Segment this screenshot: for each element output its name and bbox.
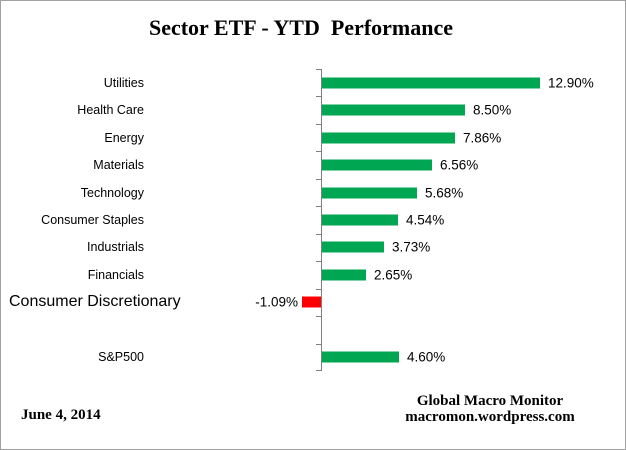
bar-zone: -1.09%: [146, 289, 625, 316]
value-label: 4.54%: [406, 212, 445, 228]
credit-block: Global Macro Monitor macromon.wordpress.…: [370, 393, 610, 425]
bar-zone: 8.50%: [146, 96, 625, 123]
bar-row-utilities: Utilities 12.90%: [1, 69, 625, 96]
chart-title: Sector ETF - YTD Performance: [148, 15, 454, 40]
category-label: Technology: [80, 185, 144, 200]
category-label: Industrials: [87, 240, 144, 255]
bar-row-industrials: Industrials 3.73%: [1, 234, 625, 261]
value-label: 6.56%: [440, 157, 479, 173]
axis-tick: [316, 234, 321, 235]
axis-tick: [316, 179, 321, 180]
axis-tick: [316, 124, 321, 125]
bar-row-financials: Financials 2.65%: [1, 261, 625, 288]
value-label: 2.65%: [374, 267, 413, 283]
axis-tick: [316, 289, 321, 290]
axis-tick: [316, 69, 321, 70]
bar-zone: 5.68%: [146, 179, 625, 206]
category-label: Energy: [104, 130, 144, 145]
bar-row-s-p500: S&P500 4.60%: [1, 344, 625, 371]
bar-zone: 7.86%: [146, 124, 625, 151]
bar-zone: 4.60%: [146, 344, 625, 371]
value-label: -1.09%: [255, 294, 298, 310]
bar-row-consumer-staples: Consumer Staples 4.54%: [1, 206, 625, 233]
category-axis-line: [321, 69, 322, 371]
axis-tick: [316, 96, 321, 97]
bar-zone: [146, 316, 625, 343]
bar-row-health-care: Health Care 8.50%: [1, 96, 625, 123]
positive-bar-technology: [321, 187, 417, 199]
plot-area: Utilities 12.90% Health Care 8.50% Energy 7.8…: [1, 69, 625, 371]
value-label: 3.73%: [392, 239, 431, 255]
credit-line-1: Global Macro Monitor: [416, 393, 564, 409]
axis-tick: [316, 261, 321, 262]
category-label: [1, 316, 146, 343]
axis-tick: [316, 370, 321, 371]
axis-tick: [316, 316, 321, 317]
bar-zone: 6.56%: [146, 151, 625, 178]
value-label: 5.68%: [425, 185, 464, 201]
positive-bar-financials: [321, 269, 366, 281]
category-label: Financials: [87, 267, 144, 282]
bar-row-consumer-discretionary: Consumer Discretionary -1.09%: [1, 289, 625, 316]
positive-bar-consumer-staples: [321, 214, 398, 226]
positive-bar-industrials: [321, 241, 384, 253]
category-label: Consumer Staples: [41, 212, 144, 227]
value-label: 4.60%: [407, 349, 446, 365]
positive-bar-s-p500: [321, 351, 399, 363]
bar-row-technology: Technology 5.68%: [1, 179, 625, 206]
bar-zone: 2.65%: [146, 261, 625, 288]
positive-bar-health-care: [321, 104, 465, 116]
bar-zone: 3.73%: [146, 234, 625, 261]
chart-date: June 4, 2014: [21, 407, 101, 423]
negative-bar-consumer-discretionary: [302, 296, 321, 308]
category-label: Utilities: [103, 75, 144, 90]
category-label: Consumer Discretionary: [9, 293, 181, 311]
axis-tick: [316, 206, 321, 207]
bar-row-spacer: [1, 316, 625, 343]
positive-bar-materials: [321, 159, 432, 171]
value-label: 7.86%: [463, 130, 502, 146]
bar-row-materials: Materials 6.56%: [1, 151, 625, 178]
value-label: 12.90%: [548, 75, 594, 91]
bar-row-energy: Energy 7.86%: [1, 124, 625, 151]
credit-line-2: macromon.wordpress.com: [405, 409, 575, 425]
positive-bar-energy: [321, 132, 455, 144]
bar-zone: 12.90%: [146, 69, 625, 96]
bar-zone: 4.54%: [146, 206, 625, 233]
category-label: Health Care: [77, 103, 144, 118]
bar-rows: Utilities 12.90% Health Care 8.50% Energy 7.8…: [1, 69, 625, 371]
axis-tick: [316, 344, 321, 345]
category-label: S&P500: [98, 350, 144, 365]
positive-bar-utilities: [321, 77, 540, 89]
axis-tick: [316, 151, 321, 152]
value-label: 8.50%: [473, 102, 512, 118]
category-label: Materials: [93, 158, 144, 173]
